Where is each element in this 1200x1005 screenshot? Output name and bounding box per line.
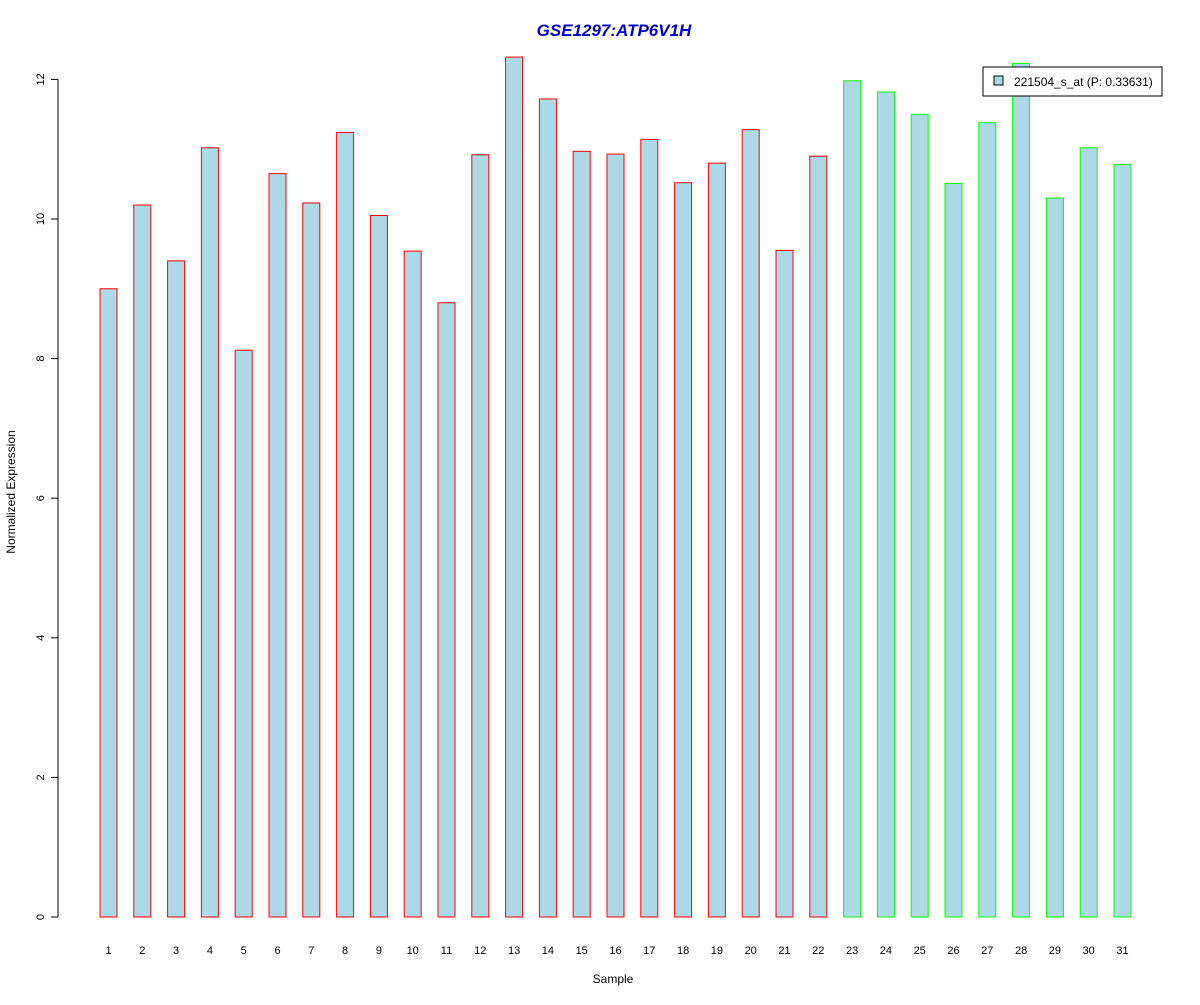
x-tick-label: 3 [173, 945, 179, 957]
x-tick-label: 23 [846, 945, 858, 957]
bar-sample-20 [741, 129, 760, 918]
bar-sample-7 [302, 202, 321, 918]
bar-sample-8 [336, 131, 355, 918]
bar-sample-31 [1113, 164, 1132, 918]
bar-sample-12 [471, 154, 490, 918]
bar-sample-16 [606, 153, 625, 918]
bar-sample-17 [640, 138, 659, 918]
bar-sample-21 [775, 249, 794, 918]
y-axis-label: Normalized Expression [4, 430, 18, 553]
y-tick-label: 4 [35, 635, 47, 641]
x-tick-label: 2 [139, 945, 145, 957]
x-tick-label: 11 [441, 945, 452, 957]
bar-sample-3 [167, 260, 186, 918]
bar-sample-19 [707, 162, 726, 918]
x-tick-label: 18 [677, 945, 689, 957]
bars [99, 56, 1132, 918]
y-tick-label: 0 [35, 914, 47, 920]
bar-sample-13 [505, 56, 524, 918]
bar-sample-5 [234, 349, 253, 918]
x-tick-label: 10 [407, 945, 419, 957]
x-tick-label: 13 [508, 945, 520, 957]
bar-sample-26 [944, 182, 963, 918]
bar-sample-1 [99, 288, 118, 918]
bar-sample-6 [268, 173, 287, 918]
x-tick-label: 16 [609, 945, 621, 957]
x-tick-label: 31 [1116, 945, 1128, 957]
bar-sample-24 [876, 91, 895, 918]
x-tick-label: 21 [778, 945, 790, 957]
bar-sample-11 [437, 302, 456, 918]
x-tick-label: 9 [376, 945, 382, 957]
x-tick-label: 4 [207, 945, 213, 957]
bar-sample-28 [1012, 62, 1031, 918]
x-tick-label: 7 [308, 945, 314, 957]
x-tick-label: 28 [1015, 945, 1027, 957]
bar-sample-27 [978, 122, 997, 918]
x-tick-label: 30 [1083, 945, 1095, 957]
x-tick-label: 1 [105, 945, 111, 957]
y-tick-label: 12 [35, 73, 47, 85]
x-tick-label: 6 [274, 945, 280, 957]
legend: 221504_s_at (P: 0.33631) [982, 66, 1163, 97]
bar-sample-10 [403, 250, 422, 918]
y-tick-label: 8 [35, 356, 47, 362]
bar-sample-15 [572, 150, 591, 918]
x-tick-label: 8 [342, 945, 348, 957]
x-tick-label: 25 [914, 945, 926, 957]
x-tick-label: 15 [576, 945, 588, 957]
y-tick-label: 10 [35, 213, 47, 225]
bar-sample-2 [133, 204, 152, 918]
x-tick-label: 12 [474, 945, 486, 957]
x-axis-tick-labels: 1 2 3 4 5 6 7 8 9 10 11 12 13 14 15 16 17 18 19 20 21 22 23 24 2… [105, 945, 1128, 957]
legend-swatch [993, 75, 1004, 86]
chart-title: GSE1297:ATP6V1H [537, 21, 692, 40]
bar-sample-9 [369, 215, 388, 918]
legend-label: 221504_s_at (P: 0.33631) [1014, 75, 1153, 89]
x-tick-label: 20 [745, 945, 757, 957]
x-tick-label: 17 [643, 945, 655, 957]
bar-sample-25 [910, 113, 929, 918]
bar-sample-30 [1079, 147, 1098, 918]
x-tick-label: 29 [1049, 945, 1061, 957]
bar-sample-4 [200, 147, 219, 918]
x-tick-label: 24 [880, 945, 892, 957]
y-tick-label: 2 [35, 774, 47, 780]
y-tick-label: 6 [35, 495, 47, 501]
x-tick-label: 19 [711, 945, 723, 957]
bar-sample-18 [674, 182, 693, 918]
bar-sample-29 [1045, 197, 1064, 918]
bar-sample-14 [538, 98, 557, 918]
bar-sample-22 [809, 155, 828, 918]
x-tick-label: 5 [241, 945, 247, 957]
x-tick-label: 22 [812, 945, 824, 957]
x-axis-label: Sample [593, 972, 634, 986]
bar-sample-23 [843, 80, 862, 918]
x-tick-label: 27 [981, 945, 993, 957]
y-axis: 0 2 4 6 8 10 12 [35, 73, 59, 920]
x-tick-label: 26 [947, 945, 959, 957]
legend-box [982, 66, 1163, 97]
x-tick-label: 14 [542, 945, 554, 957]
